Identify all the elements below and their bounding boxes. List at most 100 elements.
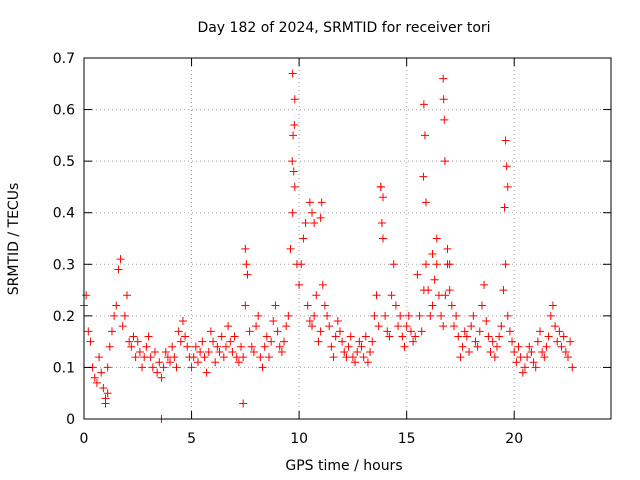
- data-point: [249, 347, 258, 356]
- data-point: [301, 219, 310, 228]
- data-point: [546, 311, 555, 320]
- data-point: [445, 286, 454, 295]
- data-point: [413, 270, 422, 279]
- data-point: [247, 342, 256, 351]
- data-point: [428, 249, 437, 258]
- data-point: [252, 322, 261, 331]
- data-point: [273, 327, 282, 336]
- data-point: [254, 311, 263, 320]
- data-point: [308, 322, 317, 331]
- data-point: [568, 363, 577, 372]
- data-point: [275, 342, 284, 351]
- data-point: [155, 358, 164, 367]
- data-point: [200, 353, 209, 362]
- data-point: [103, 363, 112, 372]
- data-point: [318, 280, 327, 289]
- data-point: [329, 353, 338, 362]
- data-point: [157, 373, 166, 382]
- data-point: [191, 342, 200, 351]
- data-point: [187, 363, 196, 372]
- data-point: [460, 327, 469, 336]
- y-tick-label: 0.2: [53, 309, 75, 325]
- data-point: [123, 291, 132, 300]
- y-tick-label: 0.6: [53, 103, 75, 119]
- data-point: [361, 332, 370, 341]
- data-point: [531, 363, 540, 372]
- data-point: [297, 260, 306, 269]
- data-point: [508, 337, 517, 346]
- data-point: [269, 317, 278, 326]
- data-point: [316, 327, 325, 336]
- data-point: [284, 311, 293, 320]
- data-point: [90, 373, 99, 382]
- x-tick-label: 20: [505, 431, 523, 447]
- data-point: [105, 342, 114, 351]
- data-point: [224, 322, 233, 331]
- data-point: [92, 378, 101, 387]
- data-point: [242, 260, 251, 269]
- data-point: [566, 337, 575, 346]
- data-point: [544, 332, 553, 341]
- axes-ticks: [83, 57, 611, 420]
- data-point: [198, 337, 207, 346]
- data-point: [422, 198, 431, 207]
- y-tick-label: 0: [66, 412, 75, 428]
- data-point: [378, 193, 387, 202]
- data-point: [499, 286, 508, 295]
- data-point: [447, 301, 456, 310]
- data-point: [424, 286, 433, 295]
- data-point: [133, 337, 142, 346]
- data-point: [310, 219, 319, 228]
- data-point: [529, 358, 538, 367]
- data-point: [462, 332, 471, 341]
- data-point: [353, 347, 362, 356]
- data-point: [518, 368, 527, 377]
- data-point: [555, 327, 564, 336]
- data-point: [540, 353, 549, 362]
- data-point: [168, 342, 177, 351]
- data-point: [335, 327, 344, 336]
- data-point: [351, 358, 360, 367]
- x-axis-label: GPS time / hours: [285, 458, 402, 474]
- data-point: [445, 260, 454, 269]
- data-point: [209, 337, 218, 346]
- data-point: [409, 337, 418, 346]
- data-point: [510, 347, 519, 356]
- data-point: [230, 332, 239, 341]
- data-point: [370, 311, 379, 320]
- data-point: [256, 353, 265, 362]
- data-point: [389, 260, 398, 269]
- data-point: [449, 322, 458, 331]
- data-point: [486, 347, 495, 356]
- data-point: [148, 363, 157, 372]
- data-point: [536, 327, 545, 336]
- data-point: [289, 167, 298, 176]
- data-point: [377, 219, 386, 228]
- data-point: [503, 182, 512, 191]
- data-point: [523, 353, 532, 362]
- data-point: [387, 291, 396, 300]
- data-point: [317, 198, 326, 207]
- data-point: [391, 301, 400, 310]
- grid: [84, 58, 611, 419]
- data-point: [221, 342, 230, 351]
- data-point: [202, 368, 211, 377]
- data-point: [310, 311, 319, 320]
- data-point: [206, 327, 215, 336]
- data-point: [527, 347, 536, 356]
- data-point: [402, 322, 411, 331]
- data-point: [262, 332, 271, 341]
- data-point: [110, 311, 119, 320]
- data-point: [484, 332, 493, 341]
- data-point: [219, 353, 228, 362]
- data-point: [440, 115, 449, 124]
- chart-title: Day 182 of 2024, SRMTID for receiver tor…: [197, 20, 490, 36]
- data-point: [490, 353, 499, 362]
- data-point: [228, 347, 237, 356]
- x-tick-label: 0: [80, 431, 89, 447]
- data-point: [114, 265, 123, 274]
- data-point: [288, 208, 297, 217]
- data-point: [542, 342, 551, 351]
- data-point: [95, 353, 104, 362]
